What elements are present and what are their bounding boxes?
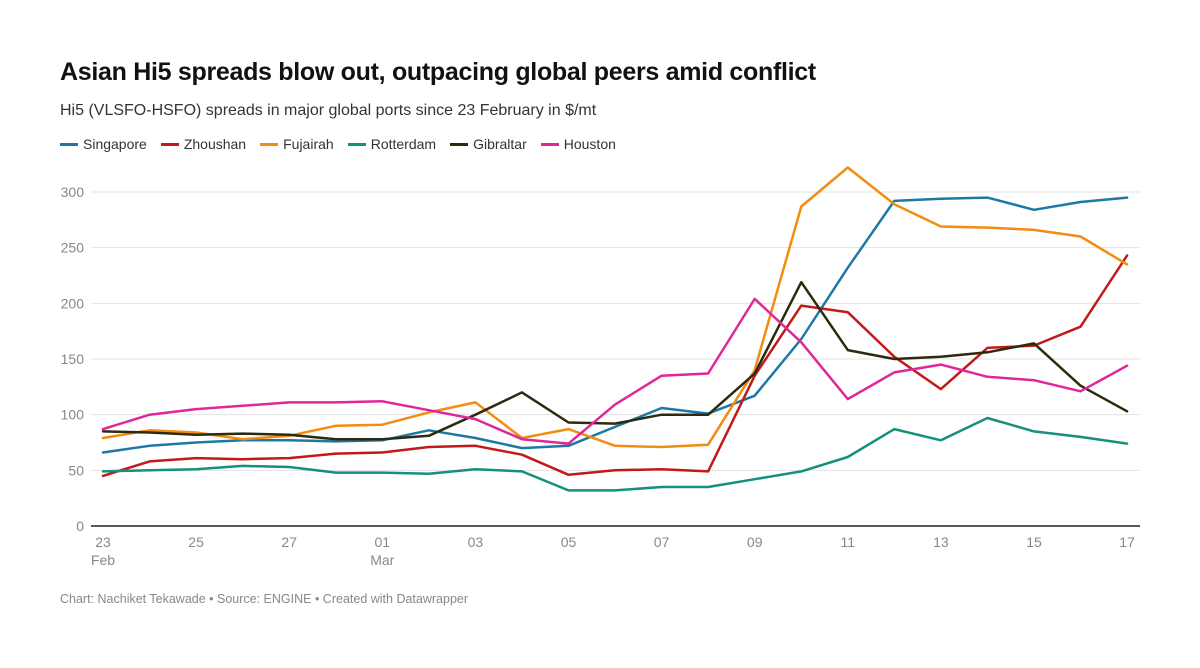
x-tick-sublabel: Mar xyxy=(370,552,394,568)
x-tick-label: 27 xyxy=(281,534,297,550)
series-line-gibraltar xyxy=(101,280,1129,441)
legend-label: Singapore xyxy=(83,136,147,152)
x-tick-label: 07 xyxy=(654,534,670,550)
legend-item-zhoushan: Zhoushan xyxy=(160,136,247,152)
chart-title: Asian Hi5 spreads blow out, outpacing gl… xyxy=(60,58,816,86)
chart-footer: Chart: Nachiket Tekawade • Source: ENGIN… xyxy=(60,592,469,606)
x-tick-label: 15 xyxy=(1026,534,1042,550)
legend-swatch xyxy=(450,142,469,146)
y-tick-label: 300 xyxy=(61,184,85,200)
y-tick-label: 150 xyxy=(61,351,85,367)
y-tick-label: 100 xyxy=(61,407,85,423)
series-line-fujairah xyxy=(101,166,1129,449)
series-line-zhoushan xyxy=(101,254,1129,478)
legend-label: Zhoushan xyxy=(183,136,247,152)
x-tick-label: 23 xyxy=(95,534,111,550)
series-line-singapore xyxy=(101,196,1129,454)
legend-swatch xyxy=(540,142,559,146)
y-tick-label: 50 xyxy=(68,462,84,478)
y-tick-label: 250 xyxy=(61,240,85,256)
y-tick-label: 200 xyxy=(61,295,85,311)
legend-label: Fujairah xyxy=(283,136,334,152)
legend-label: Gibraltar xyxy=(473,136,527,152)
legend-item-gibraltar: Gibraltar xyxy=(450,136,527,152)
series-line-houston xyxy=(101,297,1129,445)
x-tick-label: 17 xyxy=(1119,534,1135,550)
legend-item-singapore: Singapore xyxy=(60,136,147,152)
y-tick-label: 0 xyxy=(76,518,84,534)
legend-item-rotterdam: Rotterdam xyxy=(347,136,437,152)
x-tick-label: 11 xyxy=(841,534,856,550)
legend-label: Rotterdam xyxy=(370,136,437,152)
x-tick-label: 25 xyxy=(188,534,204,550)
gridlines xyxy=(91,191,1140,471)
x-axis-ticks: 23 Feb 25 27 01 Mar 03 05 07 09 11 13 15 17 xyxy=(91,534,1135,568)
legend-swatch xyxy=(347,142,366,146)
series-lines xyxy=(101,166,1129,492)
x-tick-label: 03 xyxy=(468,534,484,550)
legend: Singapore Zhoushan Fujairah Rotterdam Gibral… xyxy=(60,136,616,152)
legend-swatch xyxy=(160,142,179,146)
legend-item-houston: Houston xyxy=(540,136,616,152)
x-tick-label: 05 xyxy=(561,534,577,550)
legend-label: Houston xyxy=(563,136,616,152)
legend-item-fujairah: Fujairah xyxy=(260,136,334,152)
legend-swatch xyxy=(260,142,279,146)
x-tick-label: 13 xyxy=(933,534,949,550)
x-tick-label: 09 xyxy=(747,534,763,550)
y-axis-ticks: 0 50 100 150 200 250 300 xyxy=(61,184,85,534)
x-tick-sublabel: Feb xyxy=(91,552,115,568)
x-tick-label: 01 xyxy=(375,534,391,550)
chart-subtitle: Hi5 (VLSFO-HSFO) spreads in major global… xyxy=(60,102,597,119)
series-line-rotterdam xyxy=(101,416,1129,492)
legend-swatch xyxy=(60,142,78,146)
